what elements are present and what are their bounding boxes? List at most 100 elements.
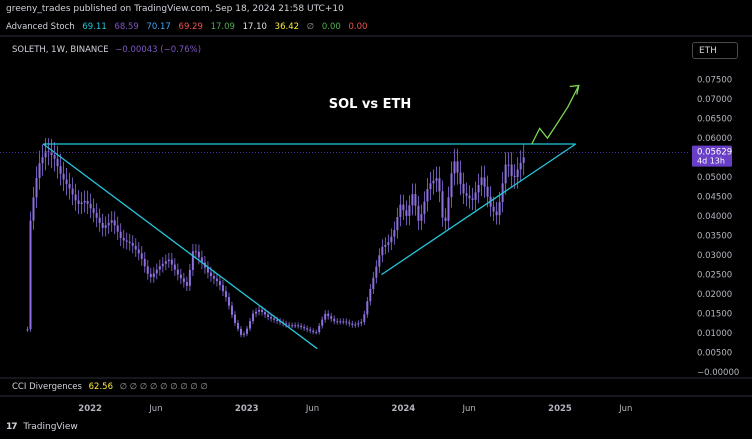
candle-body bbox=[300, 325, 303, 328]
candle-body bbox=[423, 201, 426, 215]
candle-body bbox=[218, 281, 221, 286]
candle-body bbox=[294, 325, 297, 327]
candle-body bbox=[258, 309, 261, 312]
candle-body bbox=[104, 225, 107, 228]
candle-body bbox=[435, 178, 438, 181]
candle-body bbox=[426, 189, 429, 202]
candle-body bbox=[495, 211, 498, 216]
candle-body bbox=[288, 324, 291, 326]
candle-body bbox=[303, 327, 306, 329]
projection-path bbox=[531, 85, 580, 145]
candle-body bbox=[276, 319, 279, 321]
candle-body bbox=[384, 244, 387, 247]
advanced-stoch-legend[interactable]: Advanced Stoch 69.11 68.59 70.17 69.29 1… bbox=[6, 22, 372, 32]
candle-body bbox=[95, 212, 98, 218]
candle-body bbox=[236, 322, 239, 329]
candle-body bbox=[50, 152, 53, 156]
candle-body bbox=[339, 321, 342, 323]
candle-body bbox=[273, 318, 276, 320]
candle-body bbox=[62, 173, 65, 180]
y-tick-label: 0.04000 bbox=[697, 212, 732, 222]
price-badge bbox=[692, 145, 732, 167]
candle-body bbox=[399, 204, 402, 217]
candle-body bbox=[453, 161, 456, 174]
candle-body bbox=[324, 313, 327, 320]
price-badge-value: 0.05629 bbox=[697, 148, 732, 158]
candle-body bbox=[209, 272, 212, 277]
candle-body bbox=[297, 325, 300, 327]
candle-body bbox=[393, 230, 396, 237]
candle-body bbox=[38, 163, 41, 179]
advanced-stoch-label: Advanced Stoch bbox=[6, 22, 75, 32]
candle-body bbox=[239, 328, 242, 335]
candle-body bbox=[176, 269, 179, 275]
candle-body bbox=[149, 273, 152, 278]
candle-body bbox=[354, 324, 357, 326]
candle-body bbox=[197, 251, 200, 258]
candle-body bbox=[360, 321, 363, 324]
y-tick-label: 0.02000 bbox=[697, 290, 732, 300]
candle-body bbox=[432, 180, 435, 184]
candle-body bbox=[378, 255, 381, 267]
candle-body bbox=[41, 157, 44, 164]
x-tick-label: 2022 bbox=[78, 404, 102, 414]
stoch-value: ∅ bbox=[306, 22, 315, 32]
candle-body bbox=[35, 178, 38, 198]
x-tick-label: Jun bbox=[148, 404, 162, 414]
candle-body bbox=[357, 323, 360, 325]
candle-body bbox=[441, 191, 444, 218]
candle-body bbox=[477, 184, 480, 193]
candle-body bbox=[230, 305, 233, 315]
symbol-legend[interactable]: SOLETH, 1W, BINANCE −0.00043 (−0.76%) bbox=[12, 45, 205, 55]
candle-body bbox=[83, 200, 86, 203]
cci-divergences-legend[interactable]: CCI Divergences 62.56 ∅ ∅ ∅ ∅ ∅ ∅ ∅ ∅ ∅ bbox=[12, 382, 212, 392]
candle-body bbox=[468, 195, 471, 199]
candle-body bbox=[507, 164, 510, 166]
candle-body bbox=[56, 158, 59, 167]
x-tick-label: Jun bbox=[305, 404, 319, 414]
y-tick-label: 0.03500 bbox=[697, 232, 732, 242]
candle-body bbox=[249, 321, 252, 329]
uptrend-trendline bbox=[381, 143, 577, 276]
candle-body bbox=[372, 277, 375, 289]
candle-body bbox=[513, 175, 516, 177]
x-tick-label: Jun bbox=[618, 404, 632, 414]
candle-body bbox=[519, 162, 522, 170]
candle-body bbox=[170, 259, 173, 265]
x-tick-label: 2024 bbox=[392, 404, 416, 414]
candle-body bbox=[411, 194, 414, 206]
candle-body bbox=[408, 205, 411, 216]
candle-body bbox=[44, 151, 47, 158]
symbol-label: SOLETH, 1W, BINANCE bbox=[12, 45, 109, 55]
candle-body bbox=[456, 161, 459, 173]
chart-title: SOL vs ETH bbox=[329, 97, 412, 112]
candle-body bbox=[510, 164, 513, 176]
candle-body bbox=[164, 261, 167, 264]
candle-body bbox=[233, 314, 236, 323]
candle-body bbox=[522, 157, 525, 163]
candle-body bbox=[462, 183, 465, 194]
candle-body bbox=[471, 198, 474, 200]
candle-body bbox=[492, 206, 495, 212]
candle-body bbox=[387, 242, 390, 245]
footer-brand[interactable]: 17 TradingView bbox=[6, 422, 78, 432]
y-tick-label: 0.06000 bbox=[697, 134, 732, 144]
candle-body bbox=[318, 325, 321, 333]
y-tick-label: 0.06500 bbox=[697, 115, 732, 125]
candle-body bbox=[29, 220, 32, 330]
candle-body bbox=[474, 192, 477, 200]
candle-body bbox=[125, 240, 128, 242]
candle-body bbox=[113, 220, 116, 226]
candle-body bbox=[86, 200, 89, 204]
candle-body bbox=[420, 214, 423, 221]
brand-label: TradingView bbox=[23, 422, 78, 432]
candle-body bbox=[261, 309, 264, 312]
candle-body bbox=[264, 311, 267, 315]
currency-button[interactable]: ETH bbox=[692, 42, 738, 59]
candle-body bbox=[128, 241, 131, 243]
stoch-value: 0.00 bbox=[348, 22, 368, 32]
y-tick-label: 0.07000 bbox=[697, 95, 732, 105]
candle-body bbox=[71, 188, 74, 195]
